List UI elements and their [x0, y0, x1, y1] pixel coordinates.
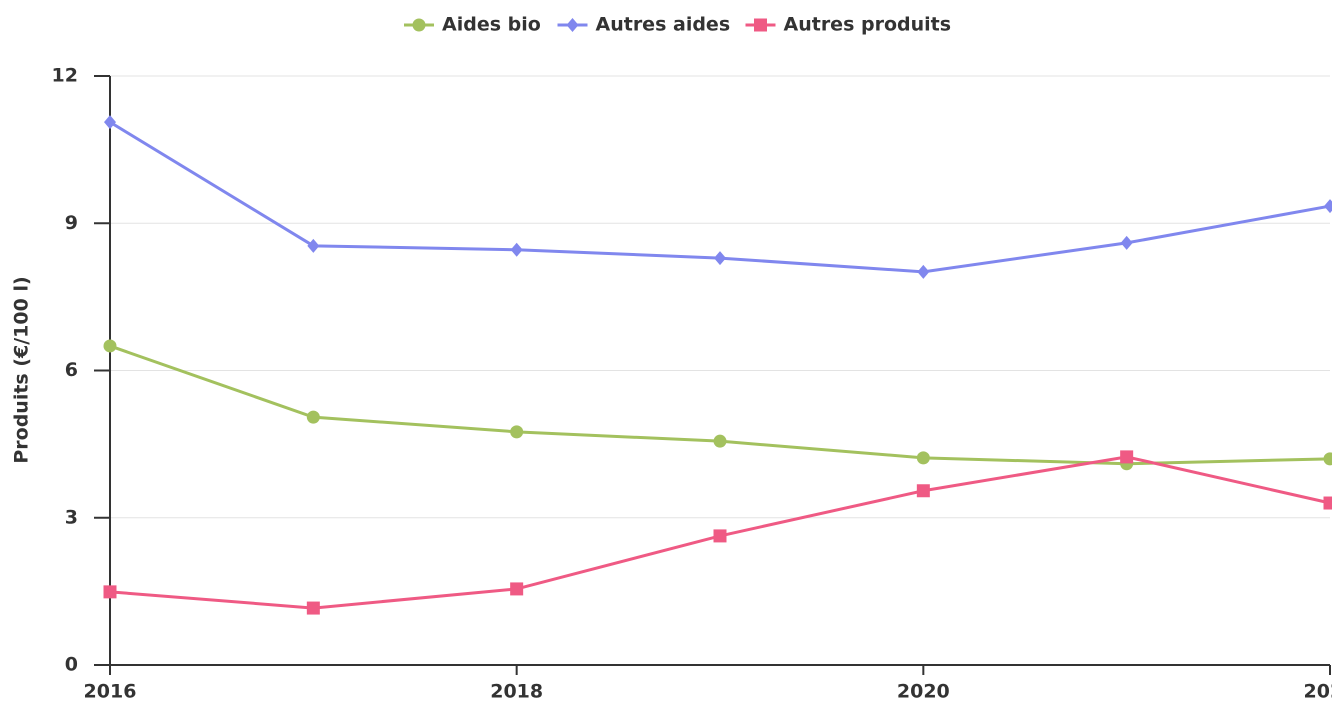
y-tick-label: 3 [65, 506, 78, 528]
data-point [1323, 496, 1332, 510]
x-tick-label: 2018 [490, 681, 543, 703]
data-point [917, 264, 930, 279]
legend-marker [412, 18, 426, 32]
data-point [714, 251, 726, 266]
y-tick-label: 9 [65, 212, 78, 234]
x-tick-label: 2022 [1304, 681, 1332, 703]
legend-label: Aides bio [442, 14, 541, 36]
data-point [103, 585, 117, 599]
data-point [916, 484, 930, 498]
data-point [307, 238, 320, 253]
data-point [510, 582, 524, 596]
legend-marker [754, 18, 767, 32]
data-point [306, 410, 320, 424]
x-tick-label: 2020 [897, 681, 950, 703]
data-point [103, 339, 117, 353]
data-point [510, 242, 523, 257]
legend-label: Autres produits [784, 14, 952, 36]
y-tick-label: 0 [65, 654, 78, 676]
y-tick-label: 6 [65, 359, 78, 381]
y-tick-label: 12 [52, 65, 78, 87]
y-axis-label: Produits (€/100 l) [11, 276, 33, 463]
data-point [713, 434, 727, 448]
legend-label: Autres aides [596, 14, 731, 36]
data-point [510, 425, 524, 439]
data-point [713, 529, 727, 543]
data-point [1324, 199, 1332, 214]
data-point [1120, 235, 1133, 250]
series-line [109, 120, 1331, 274]
data-point [1120, 450, 1134, 464]
legend-marker [566, 18, 579, 32]
x-tick-label: 2016 [84, 681, 137, 703]
data-point [916, 451, 930, 465]
data-point [104, 115, 116, 130]
data-point [306, 601, 320, 615]
data-point [1323, 452, 1332, 466]
